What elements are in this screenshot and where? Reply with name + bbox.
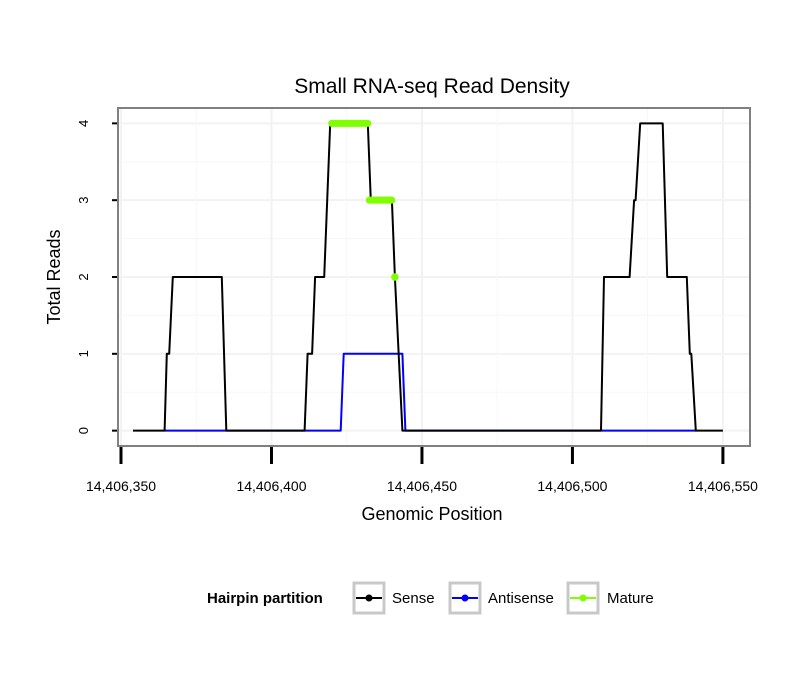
y-axis-label: Total Reads	[44, 229, 64, 324]
x-tick-label: 14,406,450	[387, 478, 457, 494]
x-axis-label: Genomic Position	[361, 504, 502, 524]
plot-border	[117, 107, 751, 447]
x-axis: 14,406,350 14,406,400 14,406,450 14,406,500…	[86, 447, 758, 494]
legend-item-antisense: Antisense	[448, 581, 554, 615]
chart-title: Small RNA-seq Read Density	[294, 75, 570, 98]
y-axis: 0 1 2 3 4	[76, 120, 118, 434]
legend-item-sense: Sense	[352, 581, 435, 615]
y-tick-label: 2	[76, 273, 91, 280]
series-layer	[133, 119, 723, 432]
legend-label-sense: Sense	[392, 590, 435, 607]
x-tick-label: 14,406,550	[688, 478, 758, 494]
legend-title: Hairpin partition	[207, 590, 323, 607]
legend-label-antisense: Antisense	[488, 590, 554, 607]
legend-label-mature: Mature	[607, 590, 654, 607]
legend-dot-sense	[365, 594, 373, 602]
legend-dot-mature	[579, 594, 587, 602]
y-tick-label: 4	[76, 120, 91, 127]
legend-dot-antisense	[461, 594, 469, 602]
y-tick-label: 3	[76, 197, 91, 204]
x-tick-label: 14,406,500	[537, 478, 607, 494]
mature-point	[391, 273, 399, 281]
x-tick-label: 14,406,400	[236, 478, 306, 494]
legend-item-mature: Mature	[566, 581, 654, 615]
y-tick-label: 1	[76, 350, 91, 357]
y-tick-label: 0	[76, 427, 91, 434]
x-tick-label: 14,406,350	[86, 478, 156, 494]
legend: Hairpin partition Sense Antisense Mature	[207, 581, 654, 615]
